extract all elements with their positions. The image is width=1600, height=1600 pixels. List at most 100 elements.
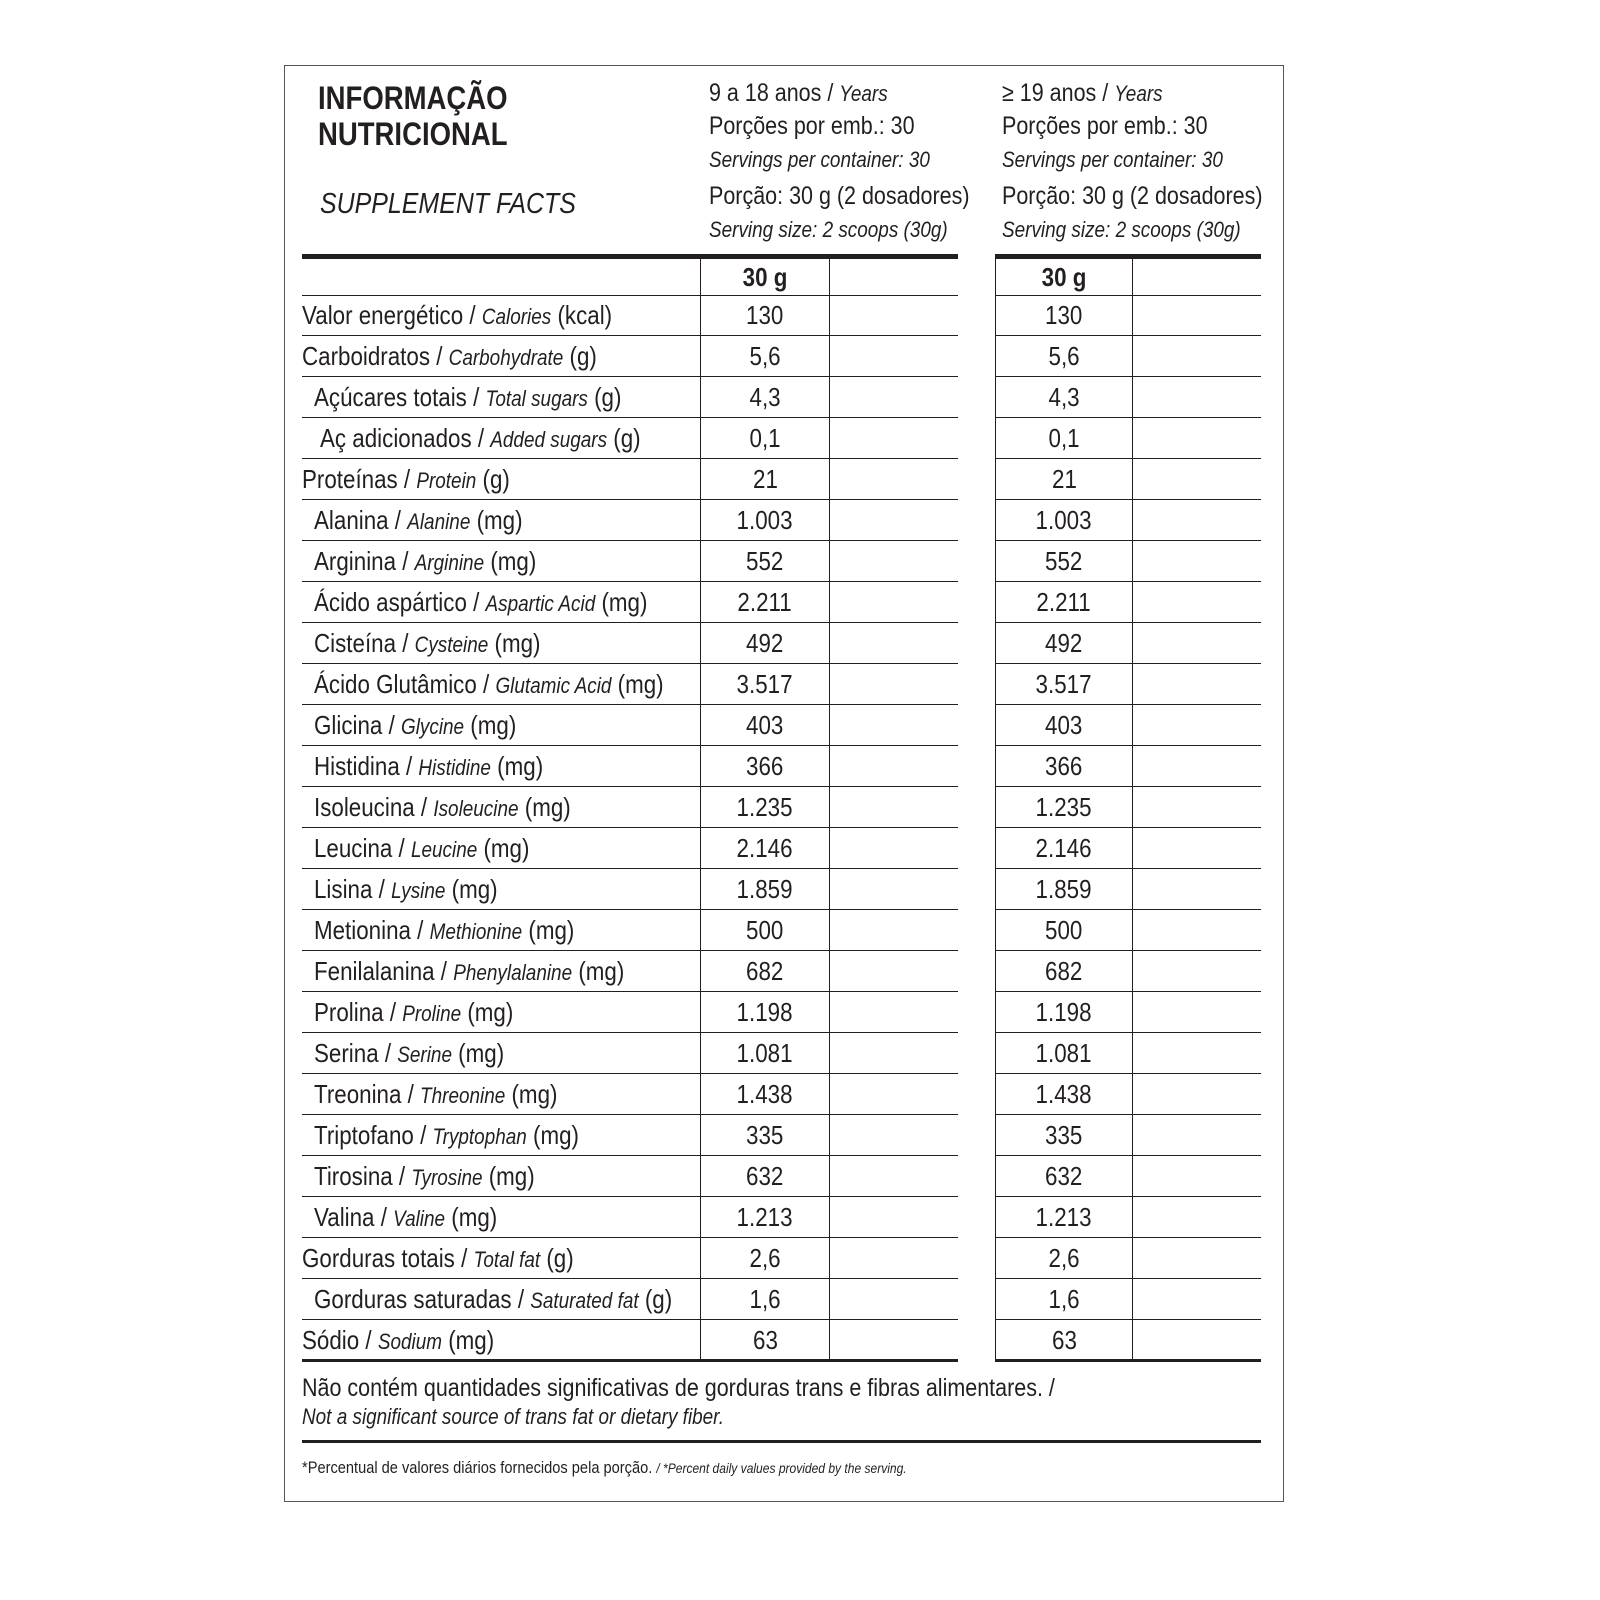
nutrient-value: 1.859: [700, 869, 830, 910]
daily-value-cell: [1133, 746, 1261, 787]
table-header-row-2: [995, 258, 1261, 296]
daily-value-cell: [1133, 1033, 1261, 1074]
nutrient-value: 1.438: [700, 1074, 830, 1115]
footnote: *Percentual de valores diários fornecido…: [302, 1458, 907, 1477]
nutrient-value: 2.211: [700, 582, 830, 623]
daily-value-cell: [1133, 459, 1261, 500]
nutrient-name: Alanina / Alanine (mg): [302, 500, 700, 541]
nutrient-value: 3.517: [700, 664, 830, 705]
divider: [302, 1440, 1261, 1443]
nutrient-value: 2.211: [995, 582, 1133, 623]
daily-value-cell: [830, 1033, 958, 1074]
nutrient-name: Ácido aspártico / Aspartic Acid (mg): [302, 582, 700, 623]
nutrient-value: 1.213: [995, 1197, 1133, 1238]
daily-value-cell: [1133, 705, 1261, 746]
nutrient-value: 1.003: [995, 500, 1133, 541]
table-header-name-cell: [302, 258, 700, 296]
daily-value-cell: [1133, 500, 1261, 541]
trans-fat-note: Não contém quantidades significativas de…: [302, 1374, 1055, 1402]
daily-value-cell: [1133, 1156, 1261, 1197]
nutrient-name: Aç adicionados / Added sugars (g): [302, 418, 700, 459]
nutrient-name: Arginina / Arginine (mg): [302, 541, 700, 582]
nutrient-name: Prolina / Proline (mg): [302, 992, 700, 1033]
nutrient-name: Tirosina / Tyrosine (mg): [302, 1156, 700, 1197]
nutrient-value: 1.198: [700, 992, 830, 1033]
daily-value-cell: [1133, 869, 1261, 910]
nutrient-value: 500: [700, 910, 830, 951]
nutrient-value: 335: [700, 1115, 830, 1156]
nutrient-value: 2,6: [700, 1238, 830, 1279]
nutrient-name: Açúcares totais / Total sugars (g): [302, 377, 700, 418]
nutrient-value: 5,6: [700, 336, 830, 377]
nutrient-value: 632: [700, 1156, 830, 1197]
daily-value-cell: [1133, 582, 1261, 623]
daily-value-cell: [830, 910, 958, 951]
daily-value-cell: [830, 951, 958, 992]
nutrition-label-frame: [284, 65, 1284, 1502]
nutrient-value: 403: [995, 705, 1133, 746]
nutrient-value: 2.146: [995, 828, 1133, 869]
nutrient-value: 21: [700, 459, 830, 500]
daily-value-cell: [1133, 910, 1261, 951]
daily-value-cell: [1133, 787, 1261, 828]
daily-value-cell: [1133, 1320, 1261, 1361]
nutrient-value: 5,6: [995, 336, 1133, 377]
nutrient-value: 492: [995, 623, 1133, 664]
nutrient-name: Valina / Valine (mg): [302, 1197, 700, 1238]
daily-value-cell: [830, 746, 958, 787]
table-bottom-rule: [302, 1359, 958, 1362]
daily-value-cell: [830, 1115, 958, 1156]
daily-value-cell: [1133, 1279, 1261, 1320]
nutrient-value: 335: [995, 1115, 1133, 1156]
nutrient-name: Valor energético / Calories (kcal): [302, 295, 700, 336]
daily-value-cell: [830, 582, 958, 623]
nutrient-value: 1.235: [700, 787, 830, 828]
nutrient-value: 3.517: [995, 664, 1133, 705]
daily-value-cell: [1133, 1115, 1261, 1156]
nutrient-value: 1,6: [700, 1279, 830, 1320]
nutrient-value: 2.146: [700, 828, 830, 869]
nutrient-value: 130: [700, 295, 830, 336]
daily-value-cell: [1133, 951, 1261, 992]
nutrient-name: Metionina / Methionine (mg): [302, 910, 700, 951]
nutrient-value: 632: [995, 1156, 1133, 1197]
daily-value-cell: [1133, 623, 1261, 664]
header-column-1: 9 a 18 anos / Years Porções por emb.: 30…: [709, 79, 970, 242]
nutrient-value: 1.859: [995, 869, 1133, 910]
daily-value-cell: [830, 787, 958, 828]
nutrient-value: 500: [995, 910, 1133, 951]
nutrient-value: 1.438: [995, 1074, 1133, 1115]
nutrient-value: 130: [995, 295, 1133, 336]
nutrient-name: Sódio / Sodium (mg): [302, 1320, 700, 1361]
daily-value-cell: [830, 1074, 958, 1115]
daily-value-cell: [830, 541, 958, 582]
daily-value-cell: [830, 1238, 958, 1279]
daily-value-cell: [1133, 992, 1261, 1033]
nutrient-value: 63: [995, 1320, 1133, 1361]
label-title: INFORMAÇÃO NUTRICIONAL: [318, 80, 508, 152]
daily-value-cell: [1133, 336, 1261, 377]
daily-value-cell: [830, 1279, 958, 1320]
daily-value-cell: [830, 992, 958, 1033]
nutrient-name: Ácido Glutâmico / Glutamic Acid (mg): [302, 664, 700, 705]
table-bottom-rule: [995, 1359, 1261, 1362]
daily-value-cell: [1133, 418, 1261, 459]
daily-value-cell: [830, 295, 958, 336]
daily-value-cell: [830, 705, 958, 746]
daily-value-cell: [1133, 295, 1261, 336]
divider-thick: [302, 254, 958, 259]
daily-value-cell: [1133, 1197, 1261, 1238]
nutrient-value: 1.213: [700, 1197, 830, 1238]
daily-value-cell: [830, 664, 958, 705]
nutrient-value: 1.081: [700, 1033, 830, 1074]
nutrient-value: 1.081: [995, 1033, 1133, 1074]
nutrient-value: 1.003: [700, 500, 830, 541]
divider-thick: [995, 254, 1261, 259]
nutrient-name: Leucina / Leucine (mg): [302, 828, 700, 869]
nutrient-value: 366: [995, 746, 1133, 787]
nutrient-value: 0,1: [700, 418, 830, 459]
daily-value-cell: [1133, 1238, 1261, 1279]
column-header-30g: 30 g: [995, 258, 1133, 295]
daily-value-cell: [1133, 541, 1261, 582]
daily-value-cell: [830, 336, 958, 377]
